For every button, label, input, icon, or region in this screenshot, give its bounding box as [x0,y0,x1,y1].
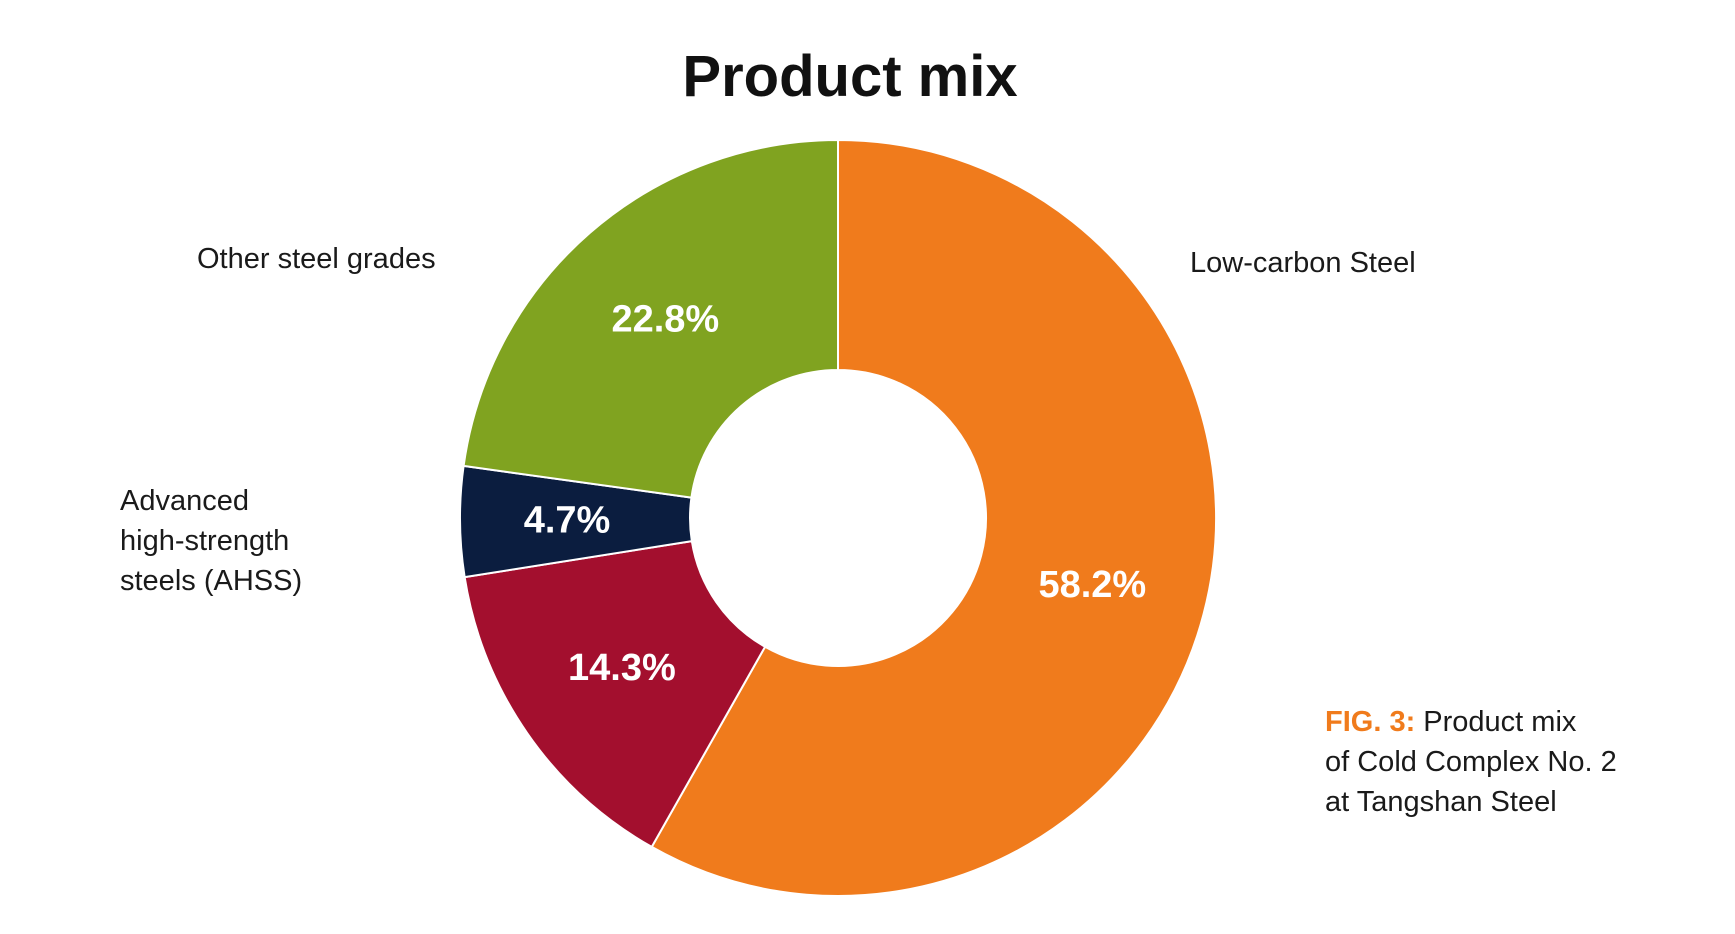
caption-line-3: at Tangshan Steel [1325,786,1557,818]
chart-title: Product mix [682,44,1017,109]
figure-caption: FIG. 3: Product mix of Cold Complex No. … [1325,702,1617,822]
slice-2 [463,540,767,849]
category-label-4-line-1: Other steel grades [197,243,436,275]
caption-text-1: Product mix [1423,706,1577,738]
category-label-1-line-1: Low-carbon Steel [1190,247,1416,279]
category-labels-group: Low-carbon Steel Advanced high-strength ste… [120,243,1416,597]
slice-value-label-4: 22.8% [611,299,719,341]
figure-number: FIG. 3: [1325,706,1416,738]
caption-line-1: FIG. 3: Product mix [1325,702,1617,742]
slice-value-label-1: 58.2% [1038,564,1146,606]
value-labels-group: 58.2% 14.3% 4.7% 22.8% [524,299,1146,689]
slices-group [459,138,1217,897]
slice-4 [462,138,839,499]
category-label-3-line-3: steels (AHSS) [120,565,302,597]
slice-1 [650,138,1217,897]
category-label-3-line-1: Advanced [120,485,249,517]
caption-line-2: of Cold Complex No. 2 [1325,746,1617,778]
category-label-3-line-2: high-strength [120,525,289,557]
slice-value-label-2: 14.3% [568,647,676,689]
slice-value-label-3: 4.7% [524,499,611,541]
